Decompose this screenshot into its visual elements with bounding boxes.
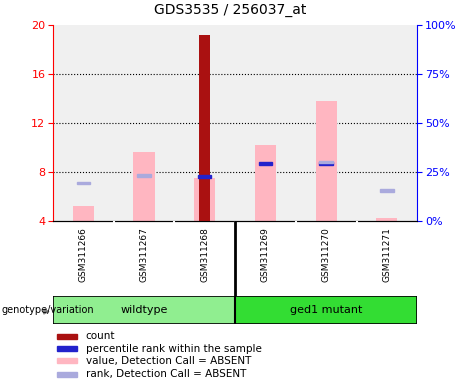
Bar xyxy=(199,35,210,221)
Text: GSM311269: GSM311269 xyxy=(261,227,270,282)
Text: GSM311271: GSM311271 xyxy=(382,227,391,282)
Bar xyxy=(259,162,272,165)
Text: count: count xyxy=(86,331,115,341)
Bar xyxy=(137,174,151,177)
FancyBboxPatch shape xyxy=(53,296,235,324)
Bar xyxy=(57,346,77,351)
Bar xyxy=(380,189,394,192)
Bar xyxy=(315,101,337,221)
Bar xyxy=(133,152,155,221)
Text: value, Detection Call = ABSENT: value, Detection Call = ABSENT xyxy=(86,356,251,366)
Text: wildtype: wildtype xyxy=(120,305,168,315)
Text: GDS3535 / 256037_at: GDS3535 / 256037_at xyxy=(154,3,307,17)
Text: GSM311267: GSM311267 xyxy=(140,227,148,282)
Bar xyxy=(77,182,90,184)
Bar xyxy=(57,358,77,363)
Text: genotype/variation: genotype/variation xyxy=(1,305,94,315)
Text: GSM311266: GSM311266 xyxy=(79,227,88,282)
Bar xyxy=(255,145,276,221)
Bar xyxy=(198,175,212,178)
Text: GSM311270: GSM311270 xyxy=(322,227,331,282)
Bar xyxy=(194,178,215,221)
FancyBboxPatch shape xyxy=(235,296,417,324)
Text: ged1 mutant: ged1 mutant xyxy=(290,305,362,315)
Bar xyxy=(57,372,77,377)
Bar xyxy=(73,206,94,221)
Text: GSM311268: GSM311268 xyxy=(200,227,209,282)
Bar xyxy=(376,218,397,221)
Bar xyxy=(319,162,333,165)
Bar xyxy=(57,334,77,339)
Bar xyxy=(319,161,333,164)
Text: percentile rank within the sample: percentile rank within the sample xyxy=(86,344,262,354)
Text: rank, Detection Call = ABSENT: rank, Detection Call = ABSENT xyxy=(86,369,246,379)
